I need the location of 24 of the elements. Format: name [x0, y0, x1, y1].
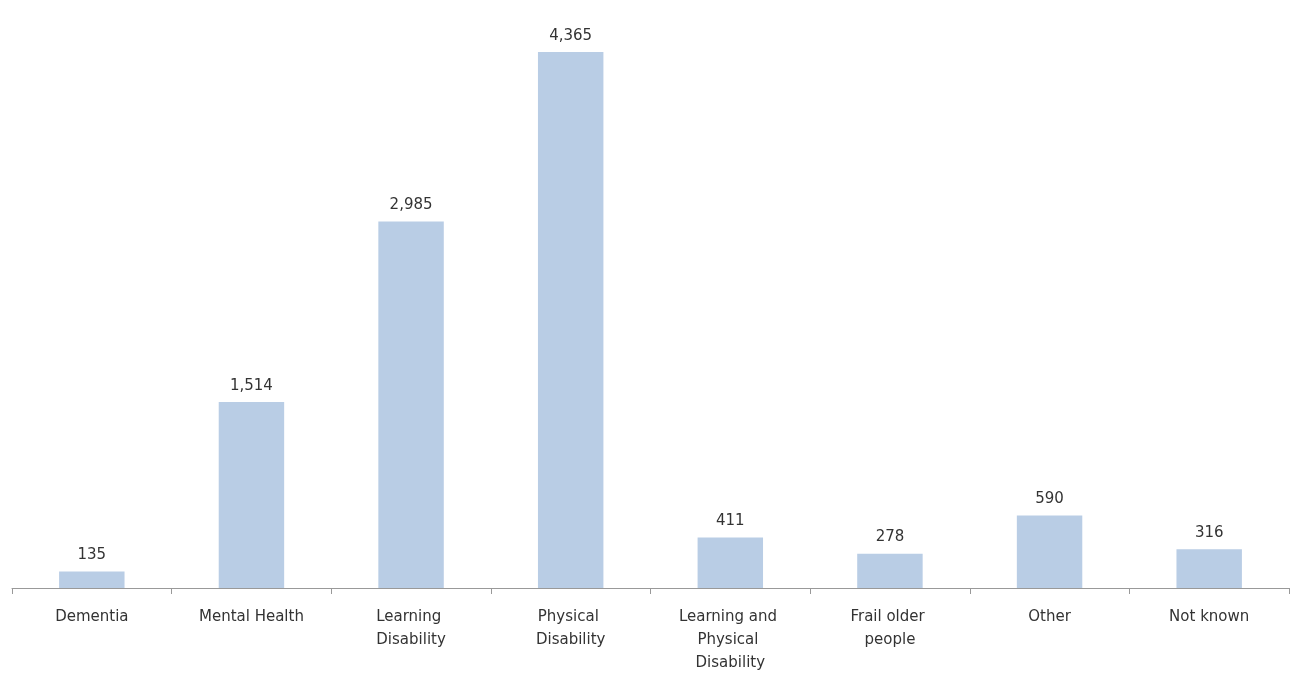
x-tick-label: Not known: [1169, 606, 1250, 625]
x-tick-label: Learning Disability: [376, 606, 447, 648]
data-label: 590: [1035, 489, 1064, 508]
bar: [697, 537, 764, 588]
data-label: 411: [715, 511, 745, 530]
bar: [1016, 515, 1083, 588]
data-label: 4,365: [549, 25, 593, 44]
x-tick-label: Physical Disability: [535, 606, 606, 648]
x-tick-label: Mental Health: [198, 606, 304, 625]
bar: [537, 52, 604, 588]
x-tick-label: Learning and Physical Disability: [678, 606, 782, 671]
bar: [1176, 549, 1242, 588]
bar: [59, 571, 125, 588]
data-label: 2,985: [389, 194, 433, 213]
data-label: 135: [77, 544, 107, 563]
data-label: 278: [875, 527, 905, 546]
bar: [218, 402, 285, 588]
x-tick-label: Frail older people: [850, 606, 930, 648]
bar: [378, 221, 444, 588]
x-tick-label: Dementia: [55, 606, 129, 625]
data-label: 1,514: [229, 375, 273, 394]
bar: [857, 553, 923, 588]
data-label: 316: [1194, 522, 1224, 541]
x-tick-label: Other: [1028, 606, 1072, 625]
